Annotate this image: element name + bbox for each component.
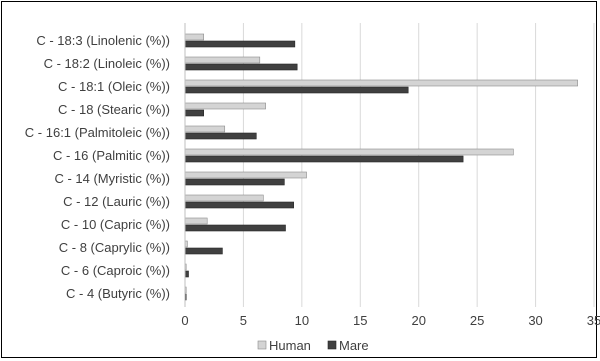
mare-bar-5 [184,155,464,163]
x-tick-label-0: 0 [181,313,188,328]
x-tick-label-7: 35 [587,313,600,328]
mare-bar-8 [184,224,286,232]
mare-bar-1 [184,63,298,71]
human-bar-5 [184,148,514,156]
category-label-1: C - 18:2 (Linoleic (%)) [44,56,170,71]
mare-legend-label: Mare [339,338,369,353]
mare-bar-0 [184,40,296,48]
human-bar-0 [184,33,204,41]
category-label-9: C - 8 (Caprylic (%)) [59,240,170,255]
x-tick-label-4: 20 [411,313,425,328]
human-bar-6 [184,171,307,179]
category-label-2: C - 18:1 (Oleic (%)) [58,79,170,94]
category-label-7: C - 12 (Lauric (%)) [63,194,170,209]
category-label-6: C - 14 (Myristic (%)) [54,171,170,186]
human-legend-swatch [257,340,267,350]
category-label-0: C - 18:3 (Linolenic (%)) [36,33,170,48]
human-bar-7 [184,194,264,202]
x-tick-label-5: 25 [470,313,484,328]
mare-bar-4 [184,132,257,140]
category-labels: C - 18:3 (Linolenic (%)) C - 18:2 (Linole… [25,33,170,301]
human-bar-3 [184,102,266,110]
x-tick-label-6: 30 [528,313,542,328]
mare-bar-2 [184,86,409,94]
category-label-5: C - 16 (Palmitic (%)) [53,148,170,163]
mare-bar-9 [184,247,223,255]
category-label-10: C - 6 (Caproic (%)) [61,263,170,278]
human-bar-1 [184,56,261,64]
mare-bar-7 [184,201,294,209]
x-tick-label-3: 15 [353,313,367,328]
x-tick-label-2: 10 [295,313,309,328]
mare-legend-swatch [327,340,337,350]
category-label-11: C - 4 (Butyric (%)) [66,286,170,301]
category-label-3: C - 18 (Stearic (%)) [58,102,170,117]
human-legend-label: Human [269,338,311,353]
category-label-8: C - 10 (Capric (%)) [61,217,170,232]
mare-bar-10 [184,270,189,278]
legend: Human Mare [257,338,369,353]
x-tick-label-1: 5 [240,313,247,328]
human-bar-2 [184,79,578,87]
x-tick-labels: 0 5 10 15 20 25 30 35 [181,313,600,328]
mare-bar-6 [184,178,285,186]
human-bar-8 [184,217,208,225]
category-label-4: C - 16:1 (Palmitoleic (%)) [25,125,170,140]
human-bar-4 [184,125,226,133]
mare-bar-3 [184,109,204,117]
